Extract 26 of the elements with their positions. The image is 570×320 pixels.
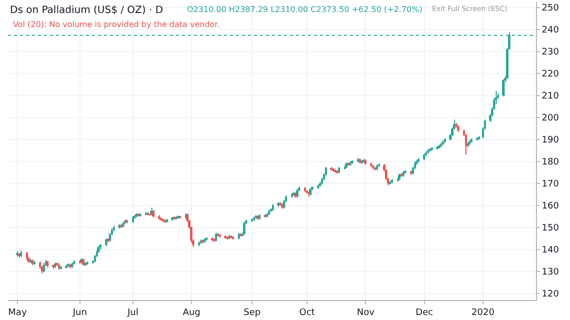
chart-title: Ds on Palladium (US$ / OZ) · D bbox=[10, 5, 164, 16]
x-tick-label: Jun bbox=[72, 308, 87, 318]
y-tick-label: 180 bbox=[542, 158, 560, 168]
y-tick-label: 130 bbox=[542, 268, 560, 278]
x-tick-label: 2020 bbox=[472, 308, 495, 318]
x-tick-label: Sep bbox=[244, 308, 261, 318]
y-tick-label: 190 bbox=[542, 136, 560, 146]
annotation: Vol (20): No volume is provided by the data vendor. bbox=[13, 20, 220, 29]
y-tick-label: 240 bbox=[542, 26, 560, 36]
x-tick-label: Dec bbox=[416, 308, 434, 318]
y-tick-label: 200 bbox=[542, 114, 560, 124]
x-tick-label: Nov bbox=[356, 308, 376, 318]
x-tick-label: May bbox=[8, 308, 28, 318]
y-tick-label: 140 bbox=[542, 246, 560, 256]
y-tick-label: 230 bbox=[542, 48, 560, 58]
y-tick-label: 250 bbox=[542, 4, 560, 14]
y-tick-label: 160 bbox=[542, 202, 560, 212]
y-tick-label: 120 bbox=[542, 290, 560, 300]
chart-subtitle: O2310.00 H2387.29 L2310.00 C2373.50 +62.50 (+2.70%) bbox=[187, 5, 422, 14]
x-tick-label: Oct bbox=[299, 308, 316, 318]
x-tick-label: Aug bbox=[182, 308, 200, 318]
y-tick-label: 210 bbox=[542, 92, 560, 102]
y-tick-label: 170 bbox=[542, 180, 560, 190]
y-tick-label: 220 bbox=[542, 70, 560, 80]
x-tick-label: Jul bbox=[126, 308, 138, 318]
y-tick-label: 150 bbox=[542, 224, 560, 234]
